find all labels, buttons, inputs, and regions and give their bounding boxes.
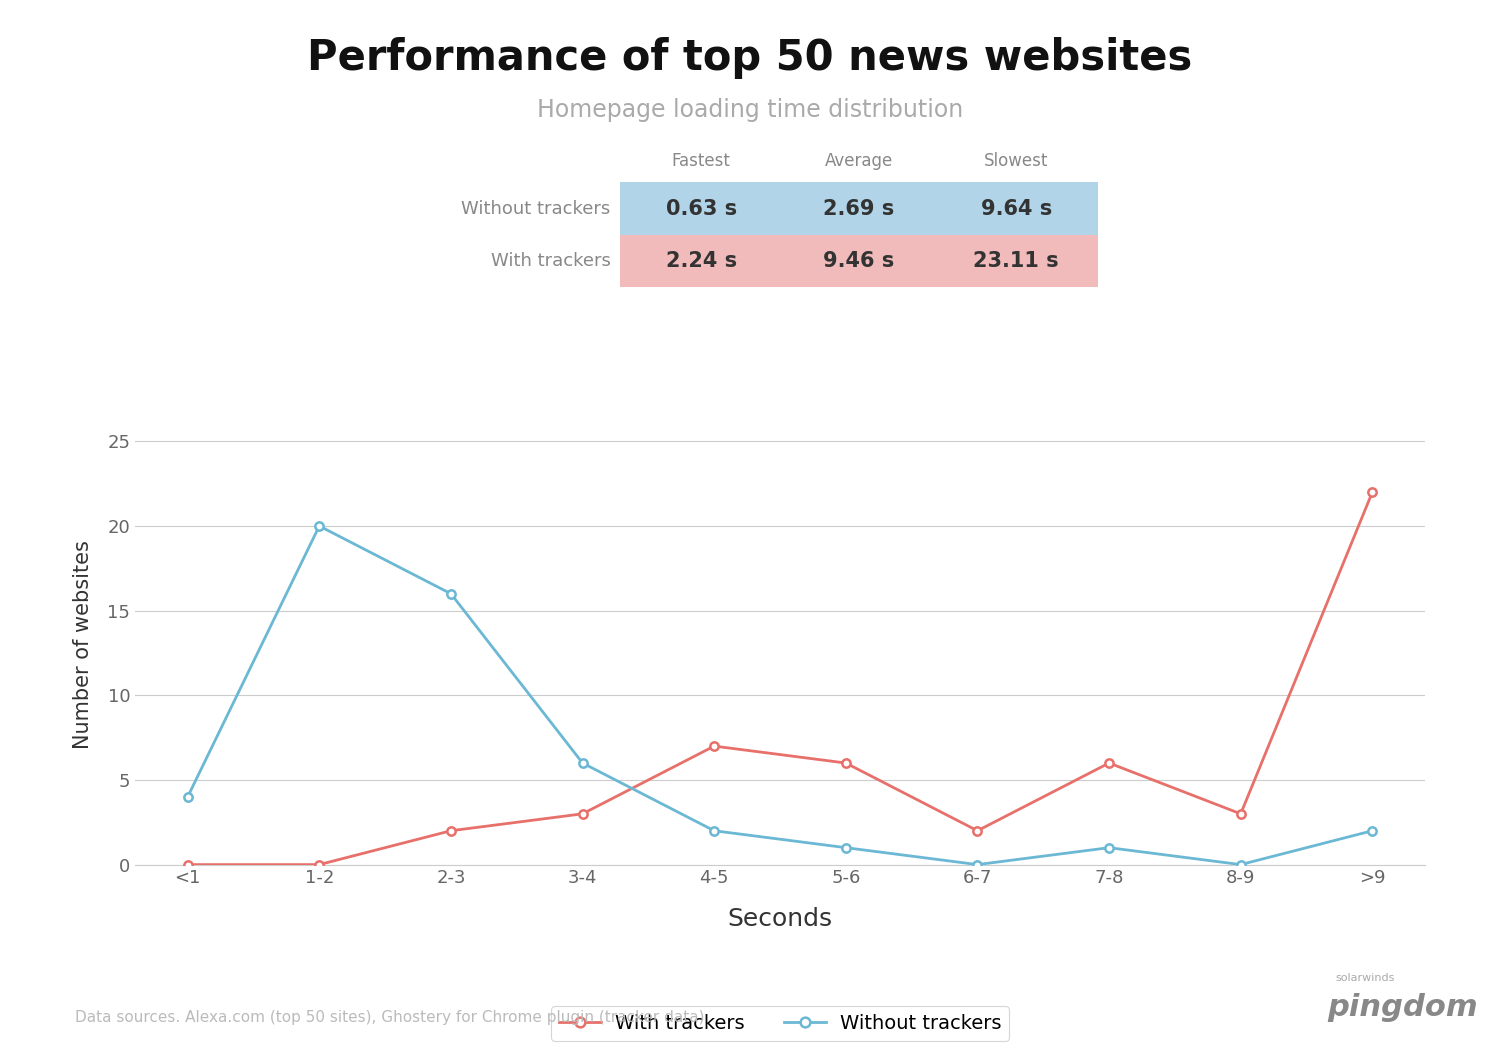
- Text: solarwinds: solarwinds: [1335, 973, 1395, 983]
- Text: Performance of top 50 news websites: Performance of top 50 news websites: [308, 37, 1192, 79]
- Text: With trackers: With trackers: [490, 252, 610, 270]
- Text: pingdom: pingdom: [1328, 992, 1478, 1022]
- Legend: With trackers, Without trackers: With trackers, Without trackers: [550, 1006, 1010, 1041]
- Text: 9.64 s: 9.64 s: [981, 198, 1052, 219]
- Text: 23.11 s: 23.11 s: [974, 250, 1059, 271]
- Y-axis label: Number of websites: Number of websites: [74, 540, 93, 749]
- Text: 9.46 s: 9.46 s: [824, 250, 894, 271]
- Text: Without trackers: Without trackers: [462, 199, 610, 218]
- Text: 0.63 s: 0.63 s: [666, 198, 736, 219]
- Text: Homepage loading time distribution: Homepage loading time distribution: [537, 99, 963, 122]
- X-axis label: Seconds: Seconds: [728, 907, 833, 931]
- Text: 2.69 s: 2.69 s: [824, 198, 894, 219]
- Text: Data sources. Alexa.com (top 50 sites), Ghostery for Chrome plugin (tracker data: Data sources. Alexa.com (top 50 sites), …: [75, 1010, 705, 1025]
- Text: Fastest: Fastest: [672, 152, 730, 170]
- Text: Slowest: Slowest: [984, 152, 1048, 170]
- Text: Average: Average: [825, 152, 892, 170]
- Text: 2.24 s: 2.24 s: [666, 250, 736, 271]
